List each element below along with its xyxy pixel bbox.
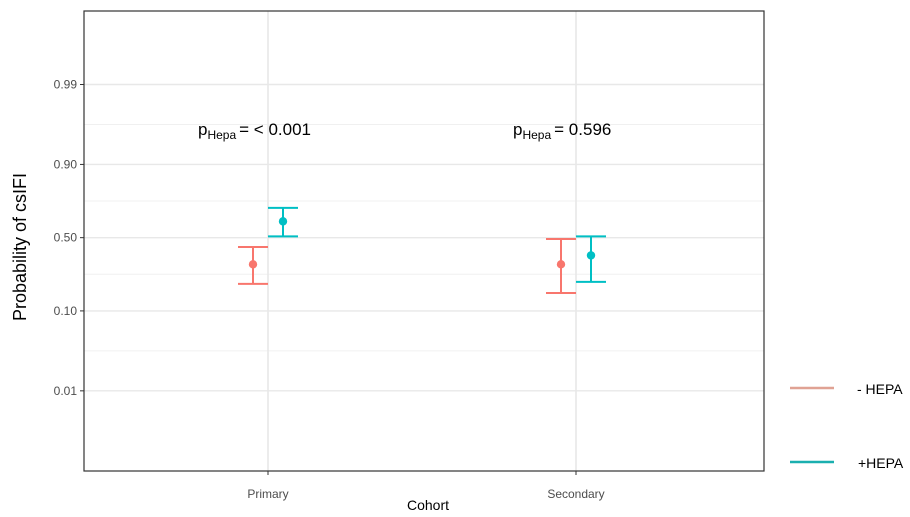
legend: - HEPA +HEPA (790, 381, 904, 471)
p-value-text: = < 0.001 (239, 120, 311, 139)
y-tick-label: 0.90 (54, 157, 78, 171)
p-value-text: = 0.596 (554, 120, 611, 139)
major-gridlines (84, 11, 764, 471)
plot-panel-border (83, 10, 765, 472)
minor-gridlines (84, 123, 764, 352)
p-value-letter: p (513, 120, 522, 139)
y-axis-title: Probability of csIFI (10, 173, 30, 321)
p-value-annotation: pHepa = < 0.001 (198, 120, 311, 142)
error-bar (268, 206, 298, 238)
p-value-subscript: Hepa (207, 128, 236, 142)
p-value-annotation: pHepa = 0.596 (513, 120, 611, 142)
point-estimate (586, 251, 596, 260)
y-tick-label: 0.10 (54, 304, 78, 318)
p-value-subscript: Hepa (522, 128, 551, 142)
point-estimate (248, 260, 258, 269)
y-tick-label: 0.50 (54, 231, 78, 245)
x-axis-ticks: Primary Secondary (247, 471, 605, 501)
legend-label-plus-hepa: +HEPA (858, 455, 904, 471)
x-tick-label: Primary (247, 487, 288, 501)
error-bar (238, 246, 268, 285)
y-axis-ticks: 0.01 0.10 0.50 0.90 0.99 (54, 77, 84, 398)
y-tick-label: 0.99 (54, 77, 78, 91)
p-value-letter: p (198, 120, 207, 139)
point-estimate (556, 260, 566, 269)
series-layer (238, 206, 606, 294)
error-bar (576, 235, 606, 283)
annotations-layer: pHepa = < 0.001 pHepa = 0.596 (198, 120, 611, 142)
y-tick-label: 0.01 (54, 384, 78, 398)
error-bar (546, 238, 576, 294)
legend-label-minus-hepa: - HEPA (857, 381, 903, 397)
point-estimate (278, 217, 288, 226)
x-axis-title: Cohort (407, 497, 449, 513)
x-tick-label: Secondary (547, 487, 604, 501)
